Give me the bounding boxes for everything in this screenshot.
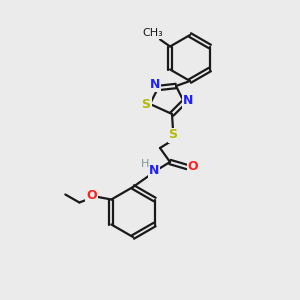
Text: N: N [149,164,159,178]
Text: H: H [141,159,149,169]
Text: N: N [150,77,160,91]
Text: O: O [86,189,97,202]
Text: CH₃: CH₃ [143,28,164,38]
Text: S: S [142,98,151,110]
Text: O: O [188,160,198,173]
Text: S: S [169,128,178,142]
Text: N: N [183,94,193,107]
